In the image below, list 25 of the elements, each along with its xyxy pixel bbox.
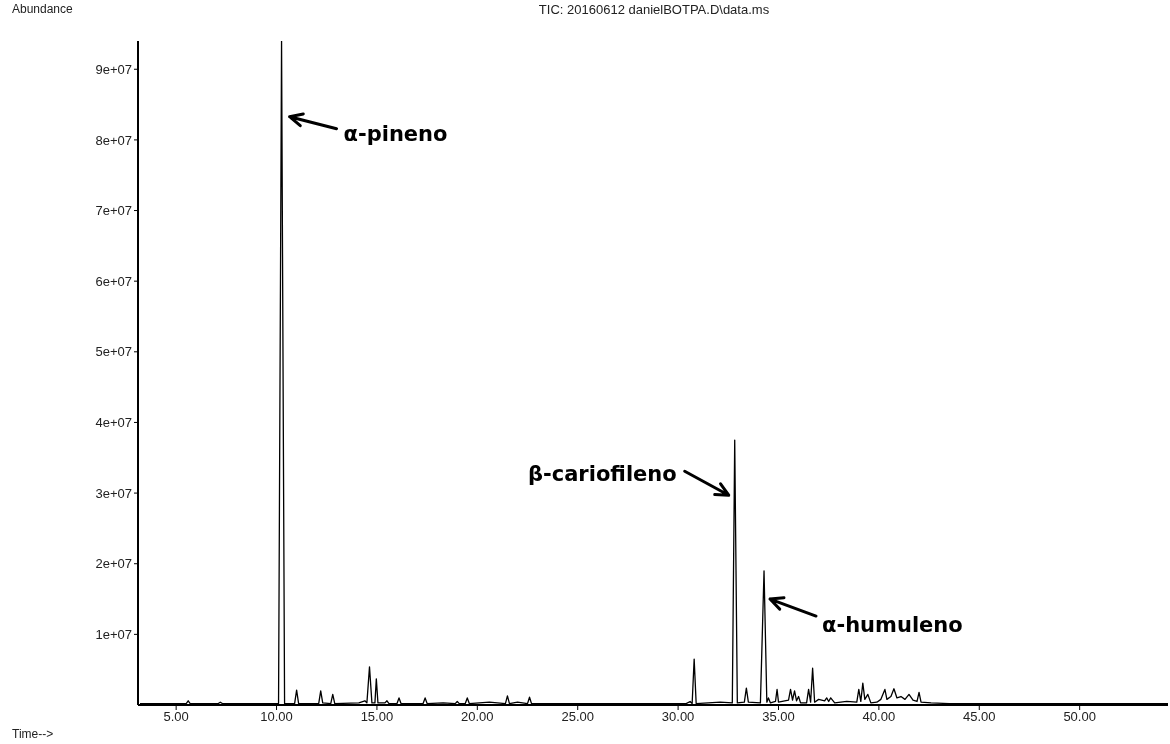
annotation: α-humuleno — [822, 613, 963, 638]
x-tick-label: 20.00 — [461, 709, 494, 725]
annotation: β-cariofileno — [527, 462, 677, 487]
annotation: α-pineno — [343, 121, 448, 146]
x-tick-label: 50.00 — [1063, 709, 1096, 725]
y-tick-label: 3e+07 — [95, 485, 132, 501]
y-tick-label: 1e+07 — [95, 626, 132, 642]
x-tick-label: 35.00 — [762, 709, 795, 725]
y-tick-label: 8e+07 — [95, 132, 132, 148]
x-tick-label: 45.00 — [962, 709, 996, 725]
x-tick-label: 25.00 — [561, 709, 594, 725]
y-tick-label: 2e+07 — [95, 556, 132, 572]
y-axis-title: Abundance — [12, 2, 73, 16]
y-tick-label: 5e+07 — [95, 344, 132, 360]
y-tick-label: 4e+07 — [95, 415, 132, 431]
x-tick-label: 30.00 — [661, 709, 695, 725]
chart-title: TIC: 20160612 danielBOTPA.D\data.ms — [537, 2, 771, 17]
x-tick-label: 15.00 — [360, 709, 394, 725]
x-tick-label: 40.00 — [862, 709, 896, 725]
y-tick-label: 9e+07 — [95, 61, 132, 77]
y-tick-label: 7e+07 — [95, 203, 132, 219]
x-axis-title: Time--> — [12, 727, 54, 741]
x-tick-label: 5.00 — [163, 709, 189, 725]
x-tick-label: 10.00 — [260, 709, 293, 725]
y-tick-label: 6e+07 — [95, 273, 132, 289]
